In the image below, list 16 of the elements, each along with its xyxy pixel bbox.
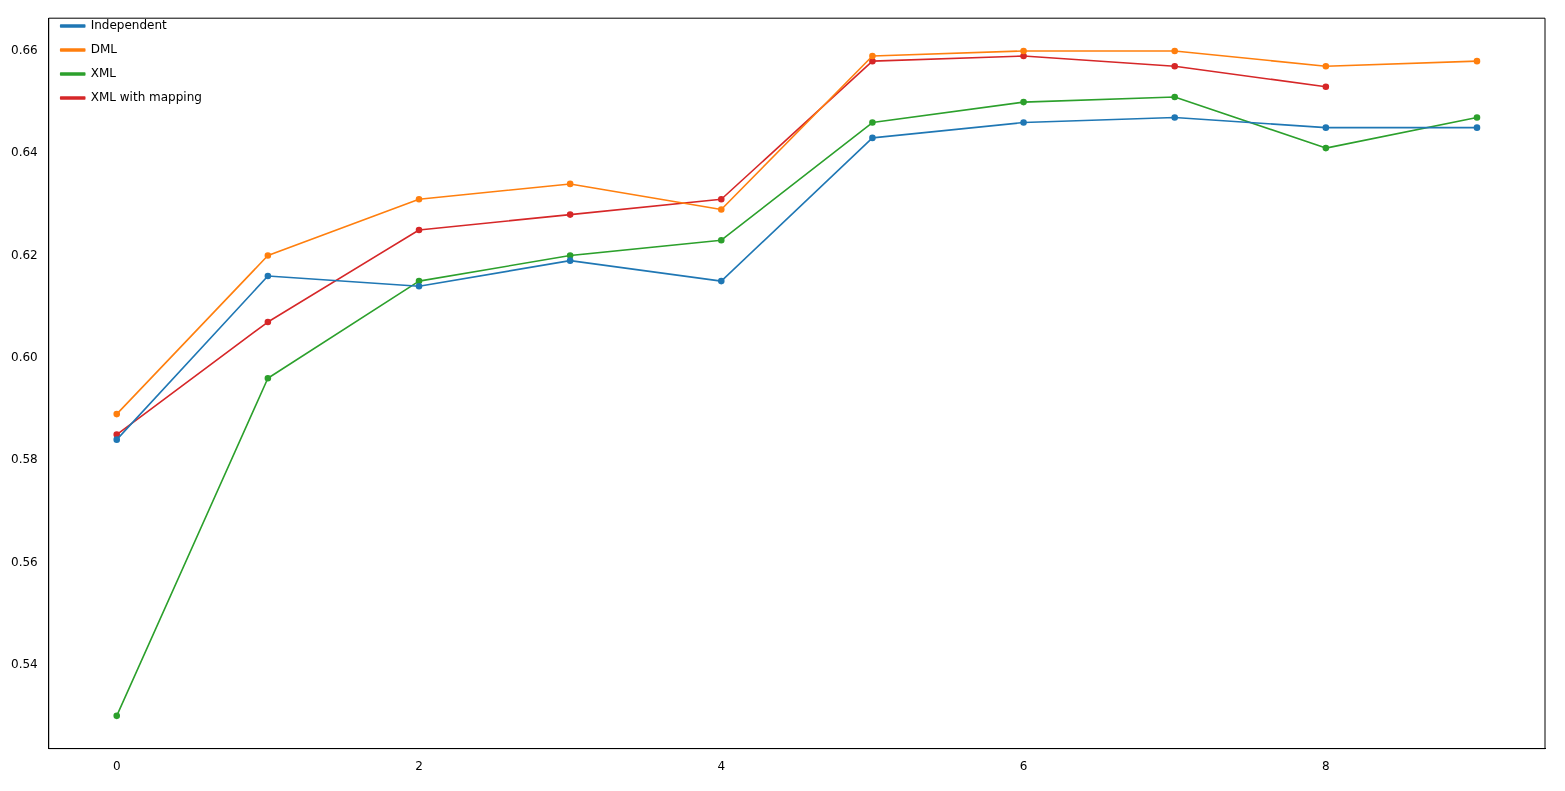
y-tick-label: 0.66 (11, 43, 38, 58)
x-tick-label: 4 (717, 758, 726, 773)
x-tick-label: 2 (415, 758, 423, 773)
legend-label: Independent (90, 18, 168, 33)
y-tick-label: 0.64 (11, 145, 38, 160)
y-tick-label: 0.54 (11, 656, 38, 671)
y-tick-label: 0.62 (11, 247, 38, 262)
y-tick-label: 0.58 (11, 452, 38, 467)
x-tick-label: 0 (112, 758, 121, 773)
legend-label: DML (90, 42, 118, 57)
legend-label: XML (90, 66, 117, 81)
legend-label: XML with mapping (90, 90, 202, 105)
y-tick-label: 0.56 (11, 554, 38, 569)
y-tick-label: 0.60 (11, 349, 38, 364)
x-tick-label: 8 (1322, 758, 1330, 773)
x-tick-label: 6 (1019, 758, 1028, 773)
